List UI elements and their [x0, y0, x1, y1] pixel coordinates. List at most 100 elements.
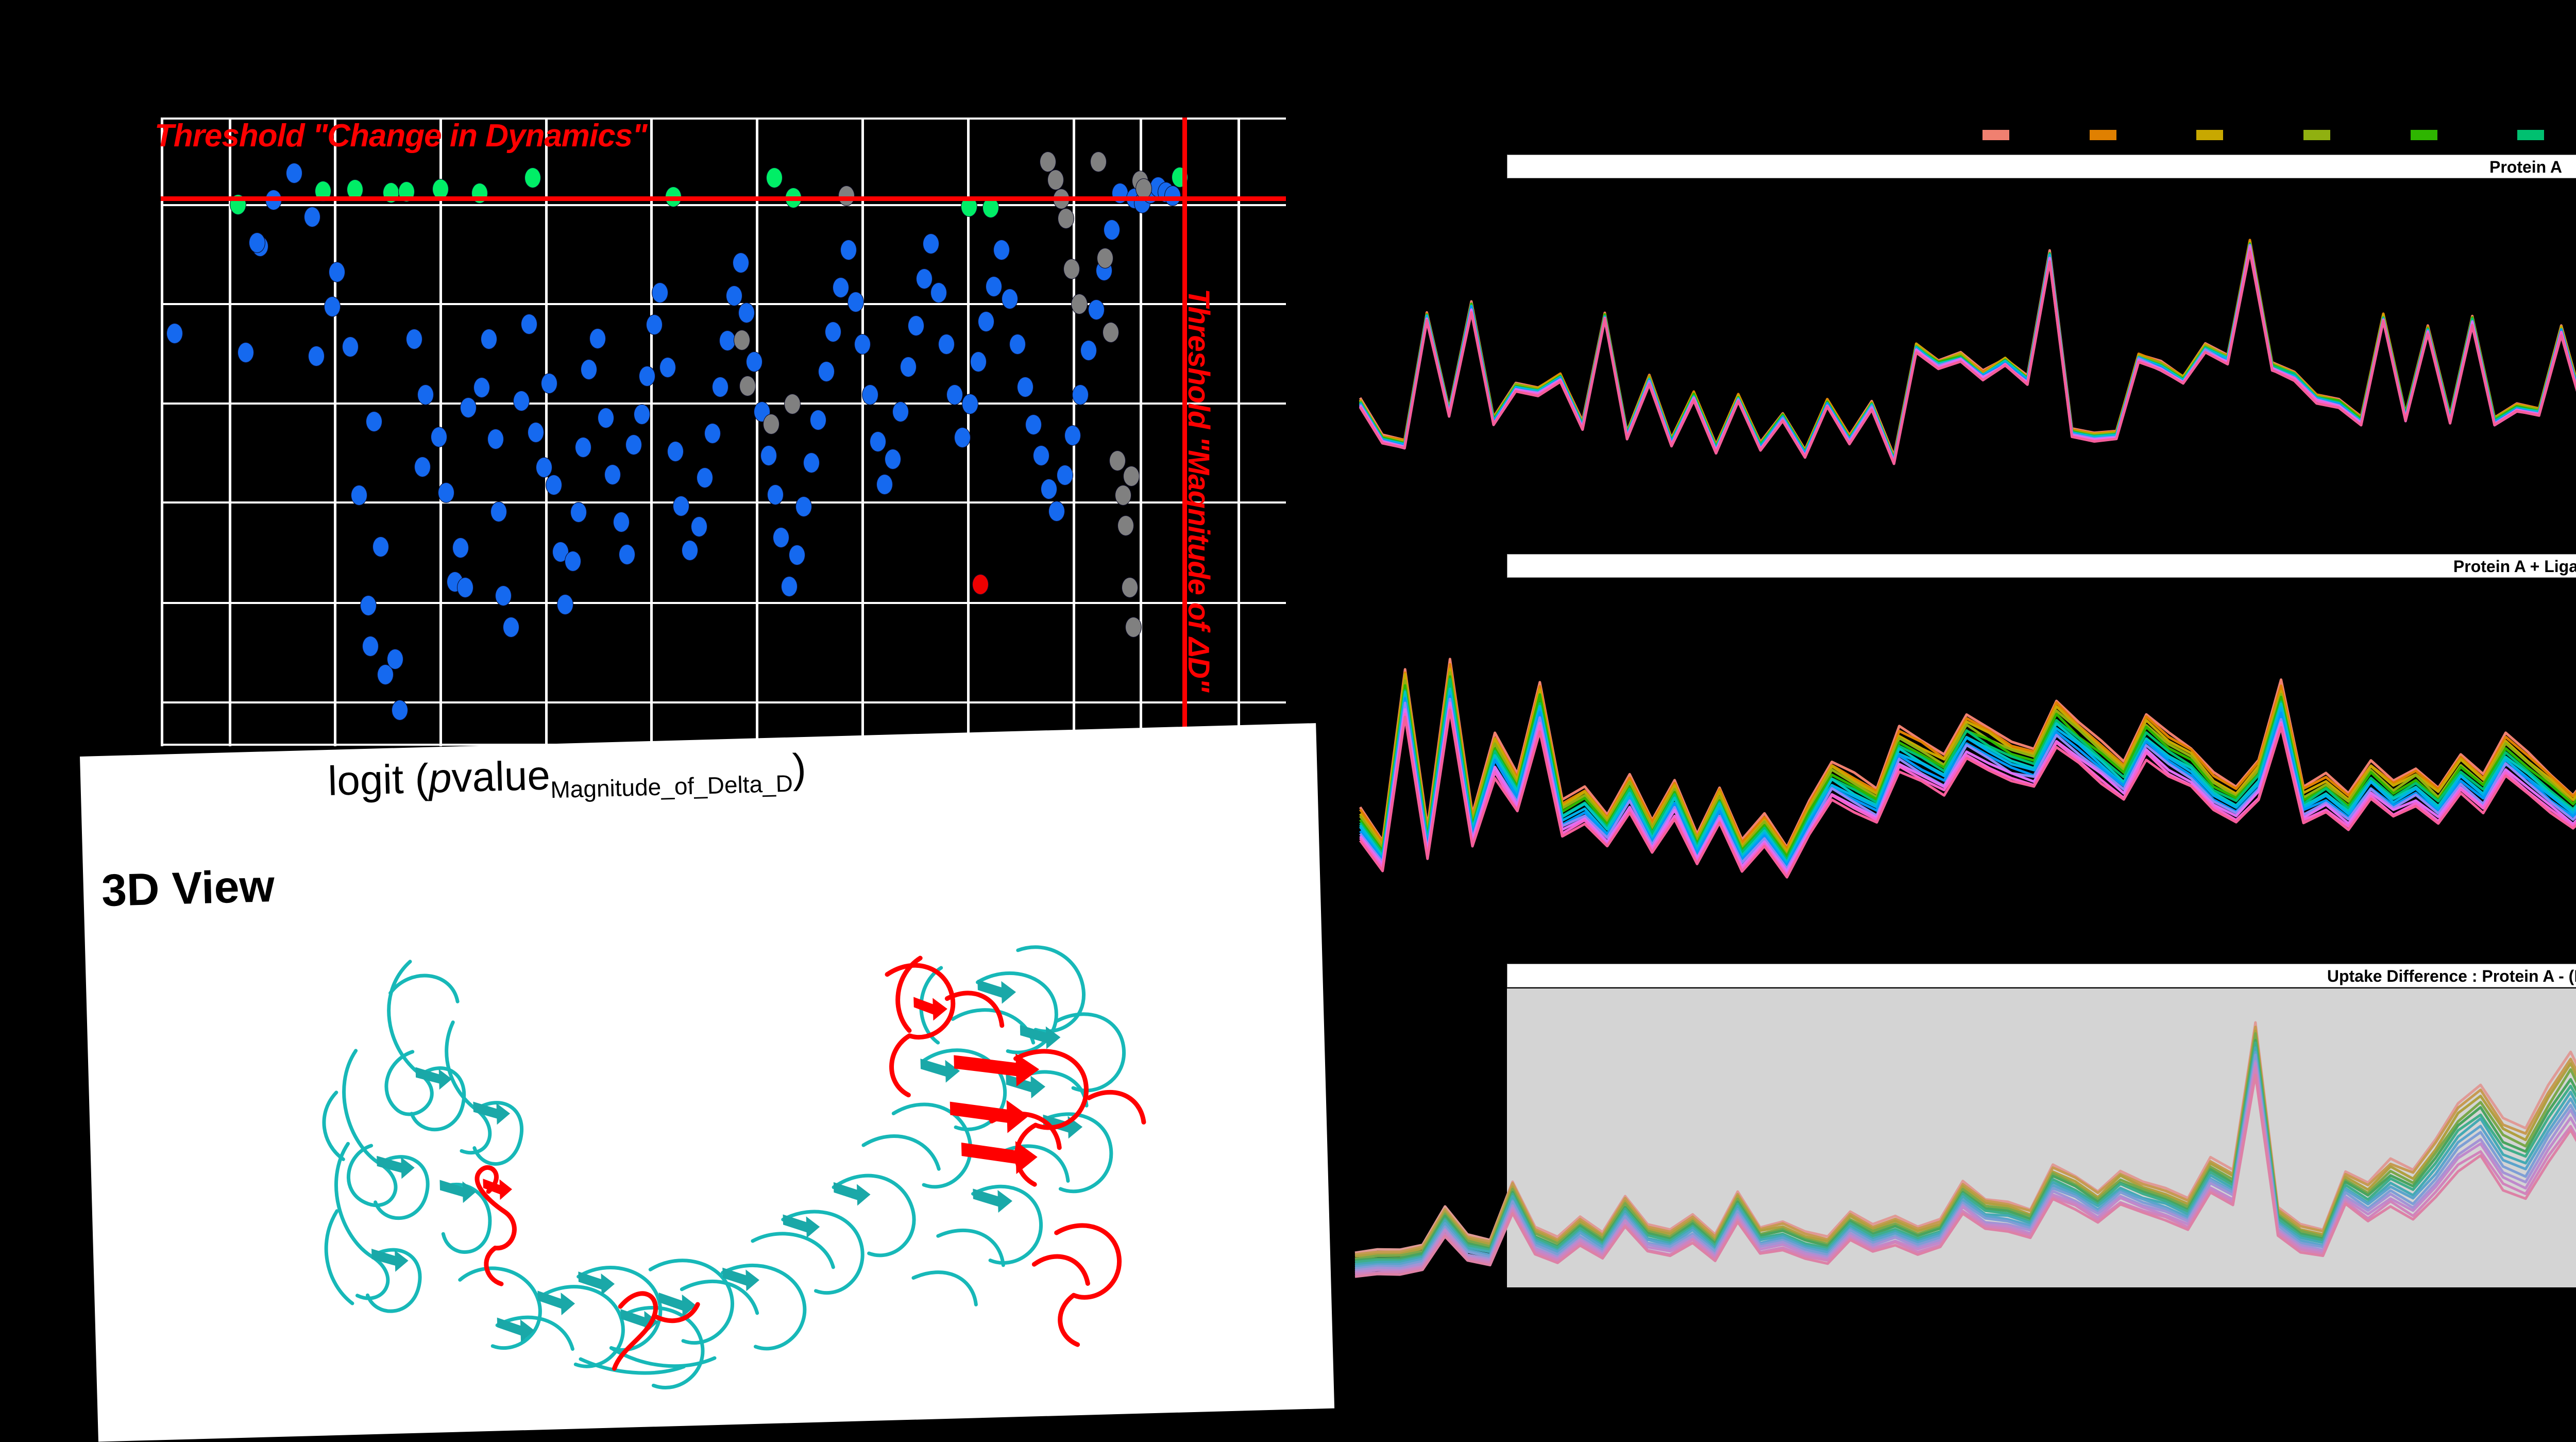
scatter-point-blue[interactable]	[633, 404, 650, 425]
scatter-point-blue[interactable]	[414, 457, 431, 478]
scatter-point-blue[interactable]	[1164, 186, 1181, 207]
scatter-point-grey[interactable]	[1117, 515, 1134, 536]
scatter-point-blue[interactable]	[704, 423, 721, 444]
scatter-point-blue[interactable]	[392, 700, 408, 721]
scatter-point-blue[interactable]	[1104, 220, 1121, 241]
scatter-point-blue[interactable]	[513, 391, 530, 411]
scatter-point-blue[interactable]	[1041, 478, 1058, 499]
scatter-point-blue[interactable]	[795, 496, 812, 517]
scatter-point-blue[interactable]	[324, 296, 341, 317]
scatter-point-grey[interactable]	[1063, 258, 1080, 279]
scatter-point-blue[interactable]	[406, 329, 423, 350]
scatter-point-blue[interactable]	[1056, 464, 1073, 485]
scatter-point-blue[interactable]	[876, 474, 893, 495]
scatter-point-grey[interactable]	[1103, 322, 1120, 343]
scatter-point-blue[interactable]	[431, 426, 448, 447]
scatter-point-blue[interactable]	[824, 321, 841, 342]
scatter-point-blue[interactable]	[372, 536, 389, 558]
scatter-point-blue[interactable]	[673, 495, 689, 516]
scatter-point-grey[interactable]	[1097, 248, 1114, 269]
scatter-point-blue[interactable]	[490, 501, 507, 522]
scatter-point-blue[interactable]	[725, 286, 742, 307]
scatter-point-blue[interactable]	[938, 334, 955, 355]
scatter-point-blue[interactable]	[892, 401, 909, 422]
scatter-point-grey[interactable]	[1090, 152, 1107, 173]
scatter-point-blue[interactable]	[570, 501, 587, 523]
scatter-point-blue[interactable]	[908, 315, 925, 336]
scatter-point-blue[interactable]	[646, 314, 663, 336]
scatter-point-grey[interactable]	[1109, 450, 1126, 471]
scatter-point-blue[interactable]	[993, 240, 1010, 261]
scatter-point-blue[interactable]	[417, 384, 434, 405]
scatter-point-grey[interactable]	[739, 375, 756, 396]
scatter-point-blue[interactable]	[528, 422, 545, 443]
scatter-point-blue[interactable]	[690, 516, 707, 537]
scatter-point-blue[interactable]	[773, 527, 790, 548]
legend-swatch-timepoint-3[interactable]	[2196, 130, 2223, 140]
scatter-point-blue[interactable]	[1080, 340, 1097, 361]
scatter-point-blue[interactable]	[738, 303, 755, 324]
panel-protein-a[interactable]: Protein A	[1340, 155, 2576, 515]
scatter-point-red[interactable]	[972, 574, 989, 595]
scatter-point-blue[interactable]	[365, 411, 382, 432]
scatter-point-blue[interactable]	[767, 484, 784, 505]
scatter-point-blue[interactable]	[473, 377, 490, 398]
scatter-point-grey[interactable]	[762, 414, 779, 435]
scatter-point-blue[interactable]	[285, 163, 302, 184]
scatter-point-blue[interactable]	[351, 485, 368, 506]
scatter-point-blue[interactable]	[712, 377, 729, 398]
scatter-point-blue[interactable]	[480, 329, 497, 350]
scatter-point-blue[interactable]	[930, 282, 947, 304]
scatter-point-grey[interactable]	[1125, 617, 1142, 638]
scatter-point-blue[interactable]	[625, 434, 642, 456]
scatter-point-blue[interactable]	[1064, 425, 1081, 446]
scatter-point-blue[interactable]	[962, 394, 979, 415]
scatter-point-blue[interactable]	[237, 342, 254, 363]
protein-a-ligand-uptake-chart[interactable]	[1340, 578, 2576, 915]
scatter-point-blue[interactable]	[580, 359, 597, 380]
scatter-point-blue[interactable]	[732, 252, 749, 273]
scatter-point-grey[interactable]	[838, 186, 855, 207]
scatter-point-blue[interactable]	[437, 482, 454, 504]
scatter-point-blue[interactable]	[884, 449, 901, 470]
scatter-point-blue[interactable]	[303, 206, 320, 227]
3d-view-panel[interactable]: logit (pvalueMagnitude_of_Delta_D) 3D Vi…	[80, 723, 1335, 1442]
scatter-point-blue[interactable]	[328, 261, 345, 282]
scatter-point-blue[interactable]	[503, 617, 520, 638]
scatter-point-blue[interactable]	[495, 585, 512, 607]
scatter-point-grey[interactable]	[784, 394, 801, 415]
scatter-point-blue[interactable]	[696, 467, 713, 488]
legend-swatch-timepoint-5[interactable]	[2411, 130, 2437, 140]
scatter-point-blue[interactable]	[1088, 299, 1105, 321]
scatter-point-blue[interactable]	[1032, 445, 1049, 466]
scatter-point-blue[interactable]	[546, 475, 563, 496]
scatter-point-blue[interactable]	[1048, 500, 1065, 522]
scatter-point-blue[interactable]	[166, 323, 183, 344]
scatter-point-blue[interactable]	[682, 540, 699, 561]
scatter-point-blue[interactable]	[575, 437, 591, 458]
scatter-point-blue[interactable]	[954, 427, 971, 448]
scatter-point-blue[interactable]	[788, 544, 805, 565]
scatter-point-blue[interactable]	[1017, 377, 1034, 398]
scatter-point-green[interactable]	[766, 167, 783, 188]
scatter-point-blue[interactable]	[456, 577, 473, 598]
panel-uptake-difference[interactable]: Uptake Difference : Protein A - (Protein…	[1340, 964, 2576, 1299]
scatter-point-blue[interactable]	[922, 233, 939, 254]
timepoint-legend[interactable]	[1973, 130, 2576, 143]
scatter-point-blue[interactable]	[1025, 414, 1042, 435]
scatter-point-blue[interactable]	[639, 366, 656, 387]
volcano-plot-area[interactable]	[161, 118, 1286, 746]
scatter-point-blue[interactable]	[535, 457, 552, 478]
scatter-point-blue[interactable]	[521, 314, 538, 335]
protein-ribbon-structure[interactable]	[280, 900, 1169, 1414]
scatter-point-blue[interactable]	[986, 276, 1003, 297]
scatter-point-blue[interactable]	[659, 357, 676, 378]
scatter-point-blue[interactable]	[1009, 334, 1026, 355]
scatter-point-blue[interactable]	[452, 538, 469, 559]
scatter-point-blue[interactable]	[719, 330, 736, 351]
scatter-point-blue[interactable]	[541, 373, 558, 394]
scatter-point-grey[interactable]	[1123, 466, 1140, 487]
scatter-point-blue[interactable]	[387, 649, 404, 670]
scatter-point-blue[interactable]	[651, 282, 668, 304]
uptake-difference-chart[interactable]	[1340, 988, 2576, 1287]
